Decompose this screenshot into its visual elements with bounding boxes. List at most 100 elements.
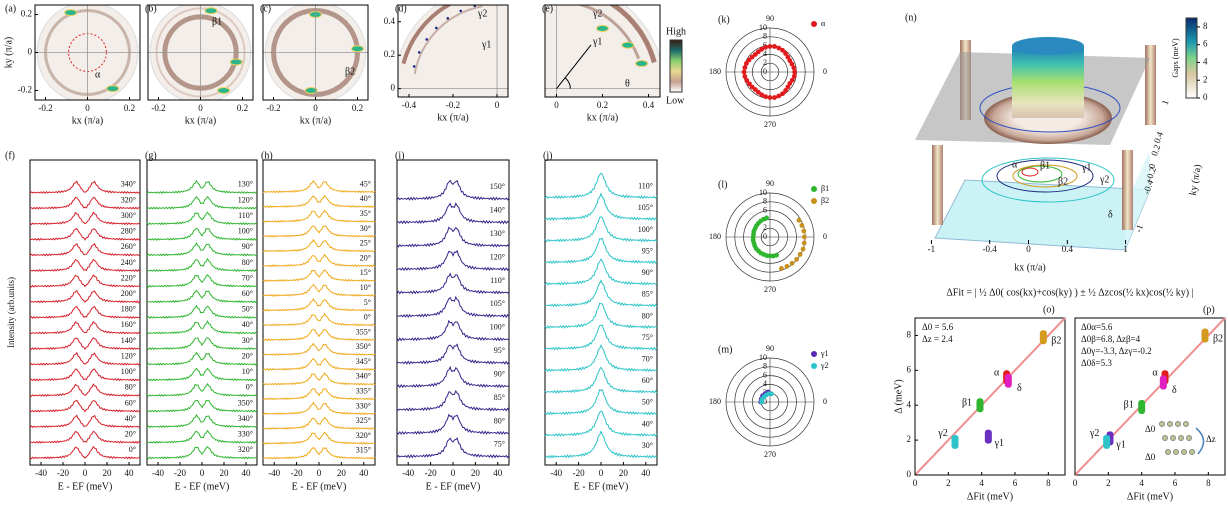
polar-point xyxy=(746,57,752,63)
edc-angle-label: 320° xyxy=(121,195,136,204)
contour xyxy=(1021,167,1039,177)
edc-curve xyxy=(396,343,510,365)
edc-curve xyxy=(396,319,510,342)
x-tick-label: 2 xyxy=(1106,478,1111,488)
annotation: γ2 xyxy=(477,8,487,19)
edc-curve xyxy=(262,179,376,194)
x-tick-label: -0.2 xyxy=(38,103,52,113)
r-tick-label: 8 xyxy=(763,32,767,41)
point xyxy=(951,434,959,449)
x-tick-label: -0.2 xyxy=(266,103,280,113)
point xyxy=(976,398,984,413)
edc-curve xyxy=(146,195,258,210)
colorbar-label: High xyxy=(666,26,686,37)
panel-label: (i) xyxy=(395,150,404,161)
x-axis-label: ΔFit (meV) xyxy=(967,491,1013,502)
edc-angle-label: 85° xyxy=(642,290,653,299)
legend-label: β1 xyxy=(821,184,829,193)
annotation: γ1 xyxy=(1081,162,1091,173)
edc-angle-label: 60° xyxy=(242,289,253,298)
polar-point xyxy=(789,61,795,67)
edc-angle-label: 200° xyxy=(121,289,136,298)
colorbar-label: Gaps (meV) xyxy=(1171,38,1180,78)
edc-angle-label: 20° xyxy=(360,253,371,262)
x-axis-label: E - EF (meV) xyxy=(292,481,347,492)
polar-point xyxy=(742,65,748,70)
y-tick-label: 0 xyxy=(1146,162,1157,170)
edc-angle-label: 100° xyxy=(490,323,505,332)
edc-angle-label: 110° xyxy=(490,276,505,285)
x-tick-label: 0 xyxy=(317,468,322,478)
edc-curve xyxy=(146,242,258,257)
edc-curve xyxy=(396,249,510,272)
map-disc xyxy=(545,5,660,97)
r-tick-label: 10 xyxy=(759,353,767,362)
x-tick-label: 8 xyxy=(1206,478,1211,488)
x-tick-label: 20 xyxy=(103,468,113,478)
theta-arc xyxy=(564,77,571,89)
edc-angle-label: 330° xyxy=(238,429,253,438)
polar-point xyxy=(792,69,798,75)
x-tick-label: 0 xyxy=(198,103,203,113)
dot xyxy=(435,26,438,30)
x-tick-label: -0.2 xyxy=(446,100,460,110)
legend-marker xyxy=(811,186,817,192)
dot xyxy=(459,9,463,13)
x-tick-label: -1 xyxy=(928,244,936,254)
edc-angle-label: 30° xyxy=(360,224,371,233)
x-tick-label: 4 xyxy=(1139,478,1144,488)
edc-curve xyxy=(146,320,258,335)
y-tick-label: 0.4 xyxy=(1152,130,1165,144)
x-tick-label: 0 xyxy=(83,468,88,478)
hot-spot xyxy=(351,45,364,53)
x-tick-label: 40 xyxy=(493,468,503,478)
point-label: γ1 xyxy=(994,438,1004,449)
edc-angle-label: 95° xyxy=(642,246,653,255)
lattice-atom xyxy=(1165,449,1171,455)
y-tick-label: 1 xyxy=(1160,98,1171,106)
panel-label: (e) xyxy=(542,3,553,14)
edc-curve xyxy=(396,272,510,295)
edc-curve xyxy=(29,414,141,429)
polar-point xyxy=(767,44,773,49)
polar-point xyxy=(783,88,788,93)
annotation: α xyxy=(1012,159,1018,170)
point-label: β1 xyxy=(1124,399,1134,410)
y-tick-label: 0 xyxy=(28,47,33,57)
map-image xyxy=(398,5,508,97)
edc-curve xyxy=(262,312,376,327)
y-axis-label: ky (π/a) xyxy=(3,37,14,68)
polar-point xyxy=(767,95,773,100)
contour xyxy=(996,159,1094,193)
annotation: α xyxy=(95,69,101,80)
annotation: Δ0 xyxy=(1145,424,1156,434)
edc-angle-label: 355° xyxy=(356,327,371,336)
panel-label: (a) xyxy=(5,3,16,14)
edc-curve xyxy=(146,304,258,319)
edc-angle-label: 15° xyxy=(360,268,371,277)
polar-point xyxy=(772,95,777,100)
polar-point xyxy=(791,65,797,71)
panel-label: (j) xyxy=(543,150,552,161)
edc-curve xyxy=(29,227,141,241)
hot-spot xyxy=(64,9,78,17)
polar-point xyxy=(800,246,806,252)
lattice-atom xyxy=(1162,435,1168,441)
lattice-atom xyxy=(1178,435,1184,441)
legend-marker xyxy=(811,198,817,204)
annotation: δ xyxy=(1108,209,1113,220)
edc-angle-label: 25° xyxy=(360,239,371,248)
polar-point xyxy=(787,58,793,63)
annotation: Δ0δ=5.3 xyxy=(1081,358,1112,368)
edc-curve xyxy=(146,274,258,288)
hot-spot xyxy=(304,87,318,94)
pillar xyxy=(1122,150,1133,230)
edc-angle-label: 85° xyxy=(494,393,505,402)
polar-point xyxy=(797,251,803,257)
annotation: Δ0γ=-3.3, Δzγ=-0.2 xyxy=(1081,346,1152,356)
cylinder xyxy=(1012,46,1084,118)
edc-curve xyxy=(544,430,658,459)
edc-angle-label: 80° xyxy=(494,416,505,425)
angle-label: 0 xyxy=(823,232,827,241)
r-tick-label: 0 xyxy=(763,397,767,406)
